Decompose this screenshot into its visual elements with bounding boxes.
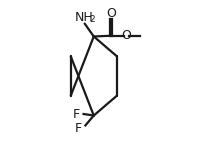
Text: O: O	[121, 29, 131, 42]
Text: F: F	[74, 122, 82, 135]
Text: O: O	[106, 7, 116, 20]
Text: NH: NH	[75, 11, 93, 24]
Text: 2: 2	[89, 15, 95, 24]
Text: F: F	[73, 107, 80, 121]
